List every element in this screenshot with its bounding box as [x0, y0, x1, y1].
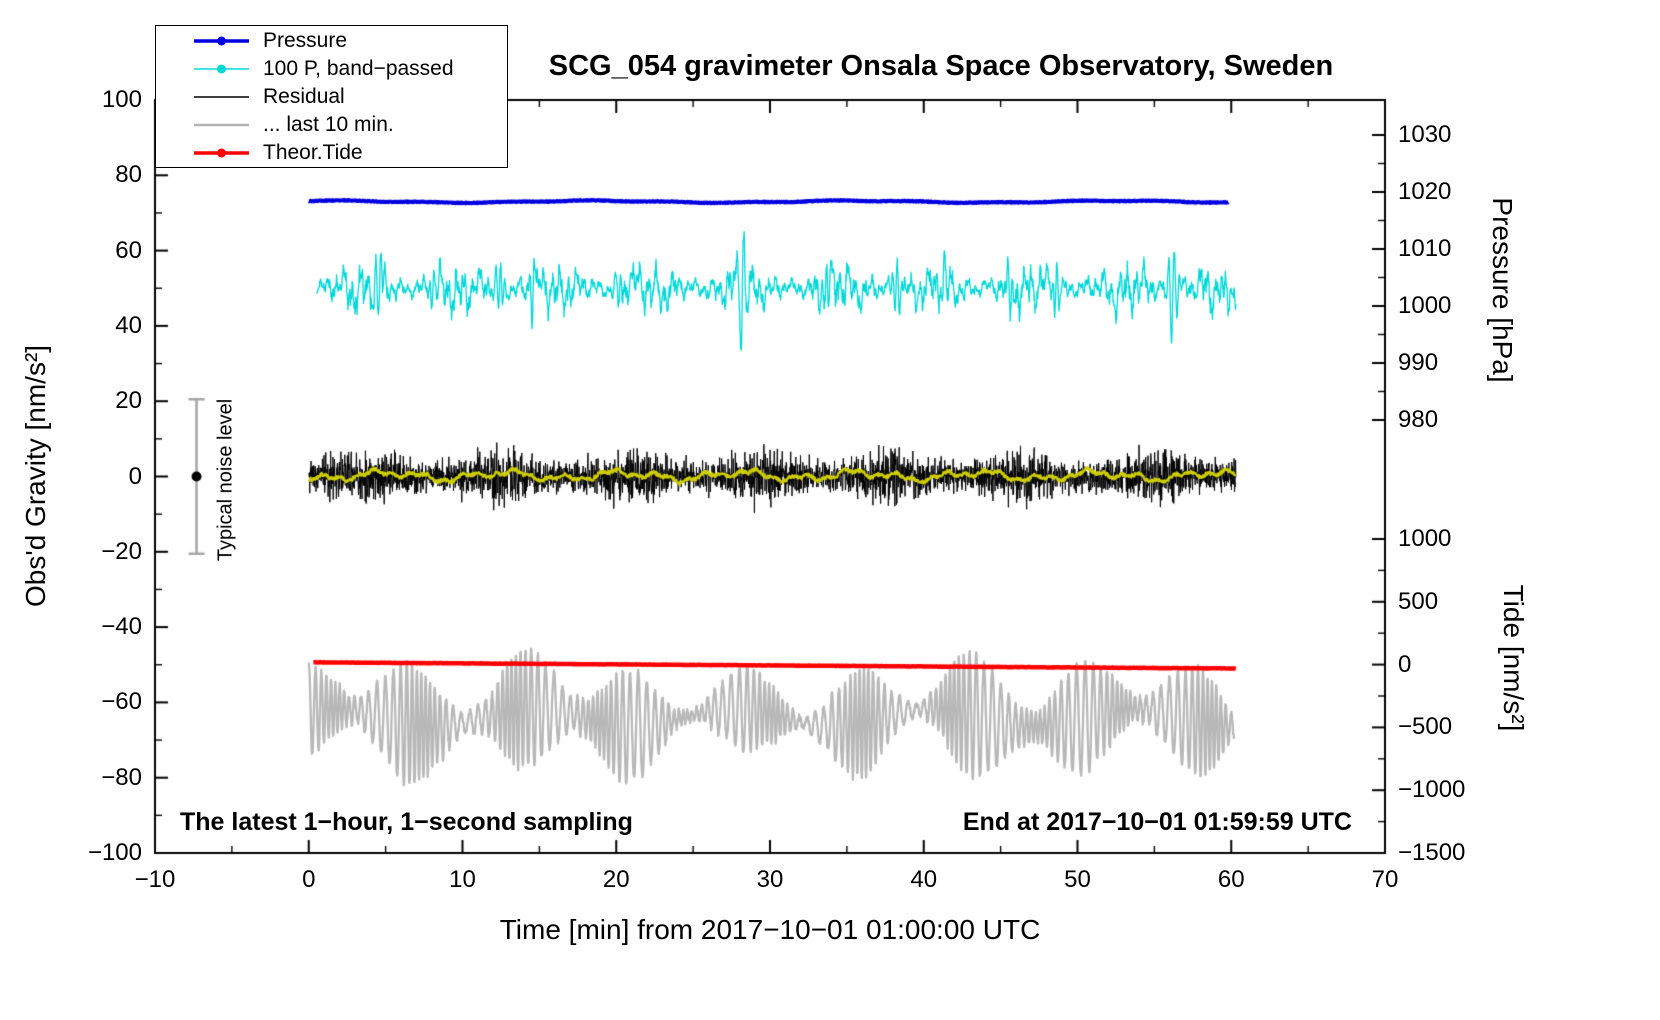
legend-item-3: ... last 10 min.: [156, 111, 507, 139]
tide-tick--1500: −1500: [1398, 839, 1466, 866]
legend: Pressure 100 P, band−passed Residual ... la…: [155, 25, 508, 168]
y-left-tick-60: 60: [115, 236, 142, 264]
noise-level-label: Typical noise level: [214, 398, 237, 562]
y-left-tick-40: 40: [115, 311, 142, 339]
x-tick-30: 30: [756, 866, 784, 893]
pressure-tick-980: 980: [1398, 406, 1439, 433]
pressure-tick-1030: 1030: [1398, 121, 1452, 148]
y-left-tick-80: 80: [115, 161, 142, 189]
legend-label: Residual: [263, 85, 345, 108]
legend-label: Pressure: [263, 29, 348, 52]
legend-label: Theor.Tide: [263, 141, 363, 164]
y-left-tick--40: −40: [101, 613, 142, 641]
legend-sample: [156, 55, 263, 83]
pressure-tick-1020: 1020: [1398, 178, 1452, 205]
end-note: End at 2017−10−01 01:59:59 UTC: [962, 808, 1352, 836]
x-tick-50: 50: [1064, 866, 1091, 893]
y-left-tick-100: 100: [101, 86, 142, 113]
x-tick-70: 70: [1371, 866, 1399, 893]
legend-line-sample-icon: [194, 64, 249, 74]
y-left-tick--20: −20: [101, 537, 142, 565]
y-left-tick-20: 20: [115, 387, 142, 415]
y-left-tick--60: −60: [101, 688, 142, 716]
tide-tick--1000: −1000: [1398, 776, 1466, 804]
x-tick-20: 20: [602, 866, 630, 893]
tide-tick-1000: 1000: [1398, 525, 1452, 552]
x-tick-10: 10: [449, 866, 476, 893]
x-tick-0: 0: [302, 866, 316, 893]
legend-sample: [156, 27, 263, 55]
chart-title: SCG_054 gravimeter Onsala Space Observat…: [548, 50, 1334, 82]
legend-sample: [156, 83, 263, 111]
legend-label: ... last 10 min.: [263, 113, 394, 136]
legend-sample: [156, 111, 263, 139]
pressure-tick-1010: 1010: [1398, 235, 1452, 262]
legend-line-sample-icon: [194, 148, 249, 158]
x-tick-40: 40: [910, 866, 938, 893]
x-axis-title: Time [min] from 2017−10−01 01:00:00 UTC: [499, 914, 1041, 945]
sampling-note: The latest 1−hour, 1−second sampling: [180, 808, 633, 836]
y-axis-tide-title: Tide [nm/s²]: [1498, 584, 1529, 732]
tide-tick-500: 500: [1398, 587, 1439, 615]
legend-item-0: Pressure: [156, 27, 507, 55]
legend-line-sample-icon: [194, 96, 249, 98]
y-axis-pressure-title: Pressure [hPa]: [1487, 197, 1518, 383]
legend-item-4: Theor.Tide: [156, 139, 507, 167]
legend-item-1: 100 P, band−passed: [156, 55, 507, 83]
y-left-tick-0: 0: [128, 462, 142, 490]
legend-sample: [156, 139, 263, 167]
legend-line-sample-icon: [194, 123, 249, 127]
tide-tick-0: 0: [1398, 650, 1412, 678]
legend-line-sample-icon: [194, 36, 249, 46]
pressure-tick-990: 990: [1398, 349, 1439, 376]
legend-label: 100 P, band−passed: [263, 57, 454, 80]
y-left-tick--80: −80: [101, 763, 142, 791]
x-tick--10: −10: [134, 866, 176, 893]
tide-tick--500: −500: [1398, 713, 1453, 741]
x-tick-60: 60: [1217, 866, 1245, 893]
legend-item-2: Residual: [156, 83, 507, 111]
y-left-tick--100: −100: [87, 839, 142, 866]
pressure-tick-1000: 1000: [1398, 292, 1452, 319]
